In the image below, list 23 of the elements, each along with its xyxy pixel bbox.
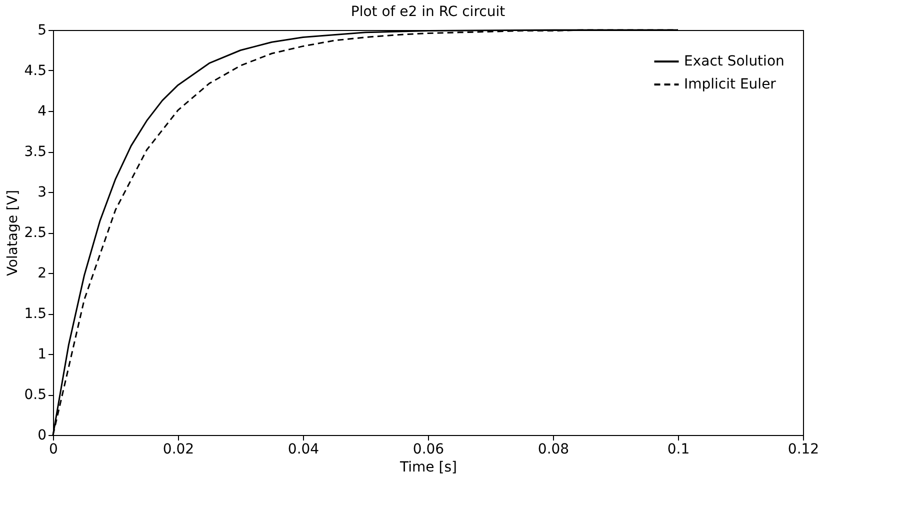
y-tick-label: 3 xyxy=(38,184,46,200)
x-tick-label: 0.08 xyxy=(538,442,570,458)
y-axis-title: Volatage [V] xyxy=(5,190,22,276)
y-tick-label: 3.5 xyxy=(24,144,46,160)
y-tick-label: 0 xyxy=(38,428,46,444)
x-tick-label: 0.06 xyxy=(412,442,444,458)
y-tick-label: 1 xyxy=(38,346,46,362)
y-tick-label: 5 xyxy=(38,22,46,38)
y-tick-label: 2.5 xyxy=(24,225,46,241)
x-axis-title: Time [s] xyxy=(399,460,457,476)
x-tick-label: 0 xyxy=(49,442,58,458)
chart-title: Plot of e2 in RC circuit xyxy=(350,4,506,20)
legend-label: Exact Solution xyxy=(684,54,784,70)
x-tick-label: 0.1 xyxy=(667,442,690,458)
x-tick-label: 0.02 xyxy=(162,442,194,458)
y-tick-label: 0.5 xyxy=(24,387,46,403)
legend-label: Implicit Euler xyxy=(684,76,776,92)
y-tick-label: 4.5 xyxy=(24,63,46,79)
y-tick-label: 4 xyxy=(38,104,47,120)
x-tick-label: 0.04 xyxy=(288,442,320,458)
y-tick-label: 1.5 xyxy=(24,306,46,322)
x-tick-label: 0.12 xyxy=(788,442,820,458)
y-tick-label: 2 xyxy=(38,266,46,282)
